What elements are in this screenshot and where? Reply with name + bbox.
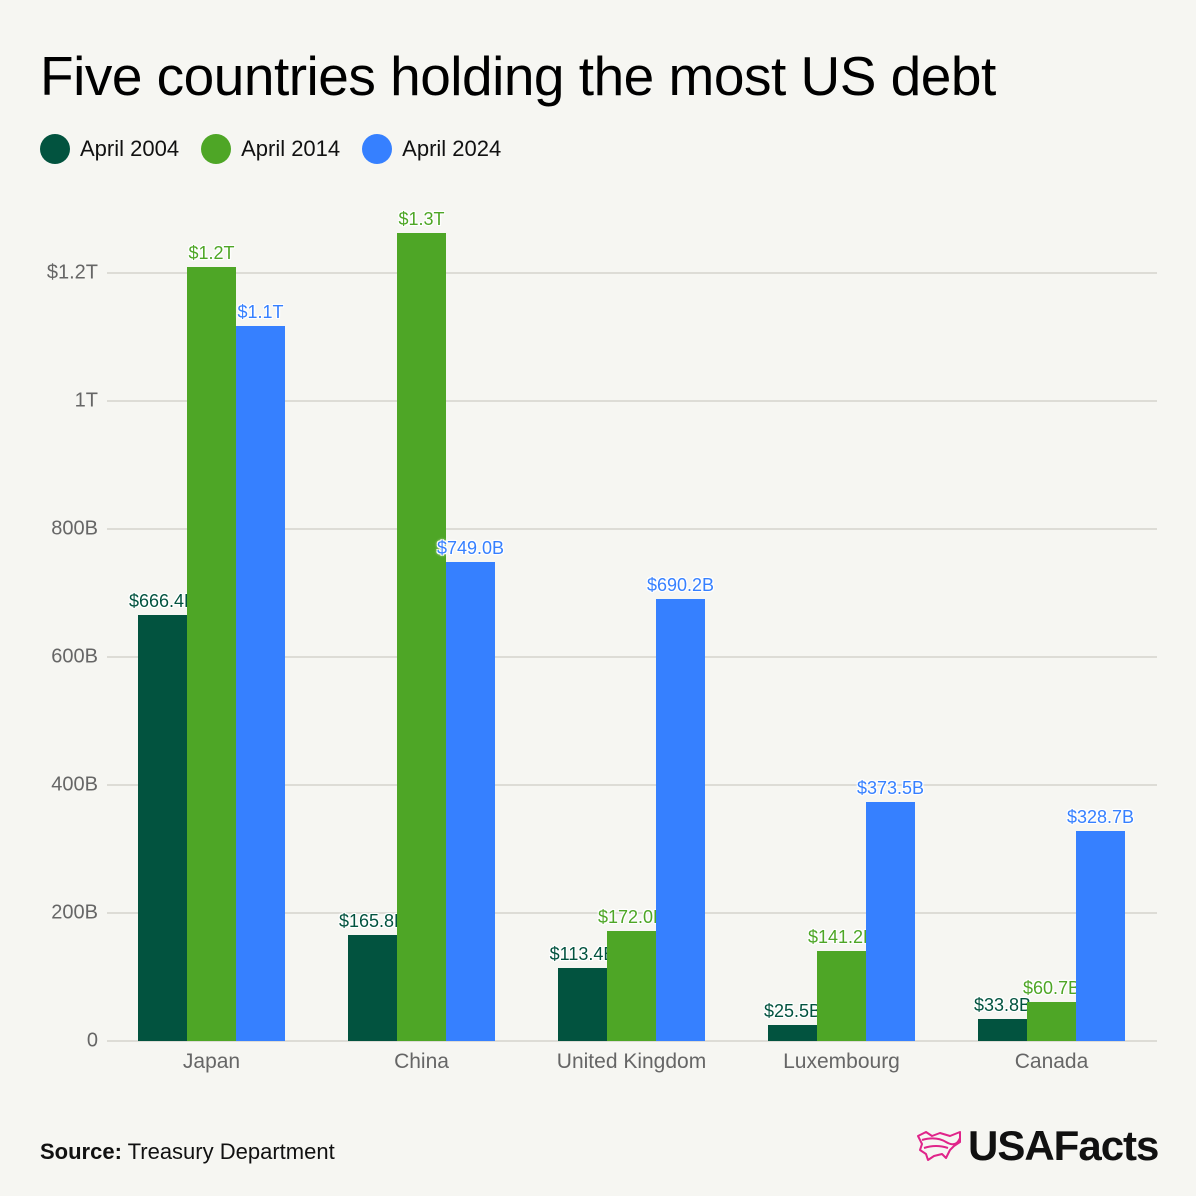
- bar-china-2004: [348, 934, 397, 1041]
- bar-value-label: $165.8B: [338, 910, 407, 931]
- bar-canada-2004: [978, 1019, 1027, 1041]
- usafacts-logo: USAFacts: [916, 1122, 1159, 1170]
- bar-value-label: $33.8B: [973, 995, 1032, 1016]
- bar-china-2014: [397, 232, 446, 1041]
- y-tick-label: 800B: [51, 517, 98, 540]
- bar-canada-2014: [1027, 1002, 1076, 1041]
- legend-item-2004: April 2004: [40, 134, 179, 164]
- source-value: Treasury Department: [127, 1139, 335, 1164]
- gridline: [107, 784, 1157, 786]
- legend-dot-2024-icon: [362, 134, 393, 164]
- chart-title: Five countries holding the most US debt: [40, 45, 996, 107]
- bar-value-label: $25.5B: [763, 1000, 822, 1021]
- legend-label: April 2014: [241, 136, 341, 161]
- brand-name: USAFacts: [968, 1122, 1159, 1169]
- bar-value-label: $172.0B: [597, 906, 666, 927]
- gridline: [107, 528, 1157, 530]
- legend-dot-2004-icon: [40, 134, 70, 164]
- bar-value-label: $1.3T: [398, 208, 445, 229]
- bar-value-label: $373.5B: [856, 777, 925, 798]
- y-tick-label: 1T: [74, 389, 98, 412]
- bar-united-kingdom-2004: [558, 968, 607, 1041]
- bar-value-label: $141.2B: [807, 926, 876, 947]
- bar-value-label: $1.2T: [188, 242, 235, 263]
- bar-canada-2024: [1076, 830, 1125, 1041]
- x-tick-label: Luxembourg: [783, 1050, 900, 1073]
- bar-luxembourg-2014: [817, 950, 866, 1041]
- bar-value-label: $328.7B: [1066, 806, 1135, 827]
- bar-china-2024: [446, 561, 495, 1041]
- bar-value-label: $60.7B: [1022, 978, 1081, 999]
- legend-label: April 2024: [402, 136, 502, 161]
- bar-luxembourg-2004: [768, 1024, 817, 1041]
- bar-luxembourg-2024: [866, 801, 915, 1041]
- bar-value-label: $1.1T: [237, 302, 284, 323]
- legend-item-2024: April 2024: [362, 134, 501, 164]
- bar-united-kingdom-2024: [656, 599, 705, 1041]
- bar-value-label: $690.2B: [646, 575, 715, 596]
- bar-value-label: $749.0B: [436, 537, 505, 558]
- x-tick-label: China: [394, 1050, 449, 1073]
- y-tick-label: 600B: [51, 645, 98, 668]
- legend-dot-2014-icon: [201, 134, 232, 164]
- legend: April 2004 April 2014 April 2024: [40, 134, 523, 164]
- gridline: [107, 272, 1157, 274]
- legend-label: April 2004: [80, 136, 180, 161]
- source-label: Source:: [40, 1139, 122, 1164]
- y-tick-label: 0: [86, 1029, 98, 1052]
- gridline: [107, 656, 1157, 658]
- y-tick-label: 200B: [51, 901, 98, 924]
- bar-value-label: $113.4B: [549, 944, 616, 965]
- source-note: Source: Treasury Department: [40, 1139, 335, 1165]
- x-tick-label: Japan: [182, 1050, 241, 1073]
- y-tick-label: 400B: [51, 773, 98, 796]
- y-tick-label: $1.2T: [46, 261, 98, 284]
- legend-item-2014: April 2014: [201, 134, 340, 164]
- bar-united-kingdom-2014: [607, 930, 656, 1041]
- x-tick-label: United Kingdom: [556, 1050, 707, 1073]
- gridline: [107, 400, 1157, 402]
- bar-japan-2004: [138, 614, 187, 1041]
- bar-japan-2024: [236, 326, 285, 1041]
- gridline: [107, 912, 1157, 914]
- x-tick-label: Canada: [1014, 1050, 1089, 1073]
- us-map-icon: [917, 1131, 961, 1161]
- gridline: [107, 1040, 1157, 1042]
- bar-japan-2014: [187, 266, 236, 1041]
- bar-value-label: $666.4B: [128, 590, 197, 611]
